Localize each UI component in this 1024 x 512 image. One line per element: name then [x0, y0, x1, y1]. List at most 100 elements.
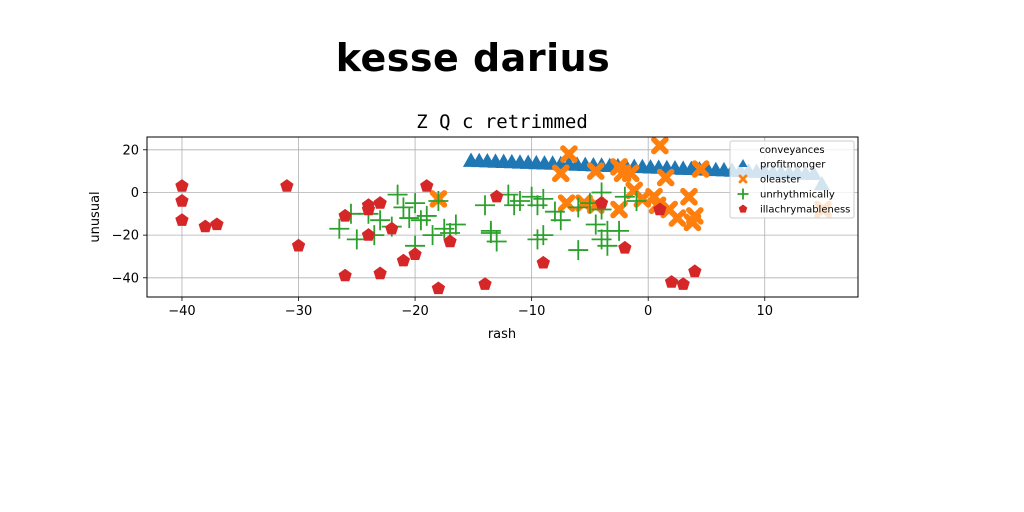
unrhythmically-point — [387, 184, 408, 205]
illachrymableness-point — [385, 221, 399, 235]
illachrymableness-point — [536, 255, 550, 269]
illachrymableness-point — [618, 240, 632, 254]
illachrymableness-point — [338, 268, 352, 282]
oleaster-point — [680, 187, 698, 206]
illachrymableness-point — [688, 264, 702, 278]
oleaster-point — [551, 164, 570, 183]
illachrymableness-point — [175, 179, 189, 192]
y-axis-ticks: −40 −20 0 20 — [112, 143, 147, 286]
illachrymableness-point — [490, 189, 504, 203]
unrhythmically-point — [329, 218, 350, 239]
unrhythmically-point — [475, 195, 496, 216]
illachrymableness-point — [676, 277, 690, 290]
x-tick-label: −20 — [401, 304, 428, 319]
illachrymableness-point — [664, 275, 679, 288]
chart-title: Z Q c retrimmed — [416, 111, 588, 133]
unrhythmically-point — [550, 210, 571, 231]
legend: conveyances profitmonger oleaster unrhythm… — [729, 140, 855, 219]
y-tick-label: 20 — [122, 143, 139, 158]
illachrymableness-point — [396, 253, 411, 267]
unrhythmically-point — [405, 193, 426, 214]
series-unrhythmically — [329, 182, 647, 261]
unrhythmically-point — [410, 210, 431, 231]
oleaster-point — [656, 168, 675, 187]
unrhythmically-point — [480, 223, 501, 243]
oleaster-point — [651, 136, 669, 155]
unrhythmically-point — [422, 225, 443, 246]
illachrymableness-point — [420, 179, 434, 192]
x-tick-label: −10 — [518, 304, 545, 319]
x-tick-label: −40 — [168, 304, 195, 319]
legend-marker-unrhythmically — [737, 188, 749, 200]
illachrymableness-point — [175, 194, 189, 207]
illachrymableness-point — [408, 247, 422, 260]
unrhythmically-point — [533, 188, 554, 209]
illachrymableness-point — [175, 213, 189, 226]
unrhythmically-point — [614, 186, 635, 207]
y-tick-label: 0 — [131, 186, 139, 201]
illachrymableness-point — [291, 238, 306, 252]
legend-marker-profitmonger — [738, 159, 748, 167]
unrhythmically-point — [591, 229, 612, 250]
legend-box — [729, 140, 855, 219]
x-tick-label: 10 — [756, 304, 773, 319]
unrhythmically-point — [527, 229, 548, 250]
legend-title: conveyances — [759, 145, 824, 156]
illachrymableness-point — [373, 266, 387, 280]
illachrymableness-point — [373, 196, 387, 209]
unrhythmically-point — [504, 195, 525, 216]
unrhythmically-point — [509, 191, 530, 211]
oleaster-point — [691, 160, 710, 178]
illachrymableness-point — [653, 202, 667, 216]
legend-label-illachrymableness: illachrymableness — [760, 205, 850, 216]
illachrymableness-point — [198, 219, 212, 233]
unrhythmically-point — [445, 214, 466, 235]
oleaster-point — [633, 190, 652, 208]
illachrymableness-point — [478, 277, 492, 290]
x-tick-label: −30 — [285, 304, 312, 319]
y-axis-label: unusual — [88, 191, 103, 242]
oleaster-point — [668, 209, 687, 227]
unrhythmically-point — [370, 210, 391, 231]
legend-label-unrhythmically: unrhythmically — [760, 190, 835, 201]
unrhythmically-point — [399, 208, 420, 229]
illachrymableness-point — [431, 281, 446, 295]
unrhythmically-point — [568, 240, 589, 261]
oleaster-point — [613, 164, 632, 183]
illachrymableness-point — [361, 228, 376, 241]
unrhythmically-point — [609, 220, 630, 241]
unrhythmically-point — [521, 186, 542, 207]
illachrymableness-point — [443, 234, 457, 248]
series-illachrymableness — [175, 179, 702, 295]
unrhythmically-point — [416, 205, 437, 226]
legend-label-profitmonger: profitmonger — [760, 160, 826, 171]
data-points — [175, 136, 832, 295]
illachrymableness-point — [594, 196, 609, 209]
oleaster-point — [560, 145, 578, 163]
unrhythmically-point — [626, 191, 647, 211]
oleaster-point — [686, 207, 704, 225]
illachrymableness-point — [280, 179, 294, 192]
unrhythmically-point — [393, 197, 414, 218]
x-tick-label: 0 — [644, 304, 652, 319]
x-axis-ticks: −40 −30 −20 −10 0 10 — [168, 297, 773, 319]
unrhythmically-point — [568, 197, 589, 218]
unrhythmically-point — [585, 214, 606, 235]
legend-marker-oleaster — [738, 174, 748, 184]
illachrymableness-point — [210, 217, 224, 231]
unrhythmically-point — [486, 231, 507, 252]
illachrymableness-point — [338, 208, 352, 222]
oleaster-point — [586, 162, 605, 180]
unrhythmically-point — [533, 225, 554, 246]
legend-label-oleaster: oleaster — [760, 175, 801, 186]
x-axis-label: rash — [488, 327, 516, 342]
y-tick-label: −20 — [112, 229, 139, 244]
figure-suptitle: kesse darius — [335, 36, 611, 80]
unrhythmically-point — [428, 191, 449, 211]
plot-frame — [146, 136, 859, 298]
unrhythmically-point — [346, 229, 367, 250]
oleaster-point — [610, 200, 628, 219]
illachrymableness-point — [361, 202, 376, 216]
legend-marker-illachrymableness — [738, 204, 748, 213]
